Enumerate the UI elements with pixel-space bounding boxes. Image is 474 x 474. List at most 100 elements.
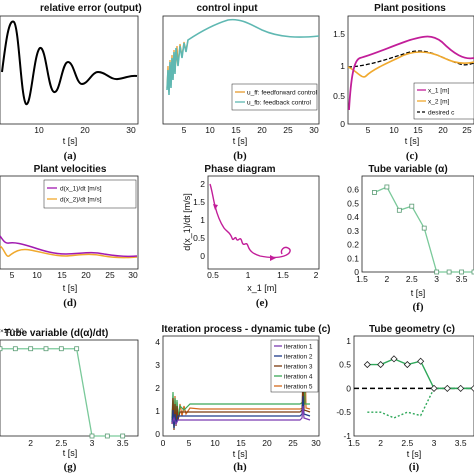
- tube-lower-bound-line: [367, 387, 474, 419]
- legend-entry: d(x_1)/dt [m/s]: [60, 186, 102, 193]
- x1-position-line: [348, 35, 474, 111]
- alpha-rate-series-line: [0, 348, 123, 437]
- tube-data-point: [443, 384, 451, 392]
- alpha-rate-data-point: [104, 433, 110, 439]
- y-tick: 0: [155, 429, 160, 439]
- alpha-data-point: [421, 225, 427, 231]
- trajectory-arrow: [213, 204, 218, 210]
- x-axis-label: t [s]: [63, 136, 78, 146]
- x-tick: 10: [205, 125, 215, 135]
- alpha-rate-data-point: [12, 346, 18, 352]
- x-axis-label: t [s]: [405, 136, 420, 146]
- x-axis-label: t [s]: [63, 283, 78, 293]
- x-tick: 5: [10, 270, 15, 280]
- alpha-data-point: [446, 269, 452, 275]
- x-tick: 0.5: [207, 270, 219, 280]
- x-tick: 3.5: [456, 274, 468, 284]
- x-tick: 25: [105, 270, 115, 280]
- alpha-data-point: [471, 269, 474, 275]
- y-tick: 2: [200, 179, 205, 189]
- x-tick: 30: [309, 125, 319, 135]
- x-axis-label: t [s]: [407, 449, 422, 459]
- x-tick: 2.5: [55, 438, 67, 448]
- legend-entry: iteration 2: [284, 354, 313, 361]
- x-tick: 20: [262, 438, 272, 448]
- x-tick: 25: [283, 125, 293, 135]
- panel-a: relative error (output) 10 20 30 t [s] (…: [0, 3, 142, 162]
- x-tick: 3: [90, 438, 95, 448]
- panel-label: (e): [256, 297, 269, 309]
- legend-entry: x_2 [m]: [428, 99, 450, 106]
- legend-box: [231, 83, 318, 111]
- x-tick: 3.5: [455, 438, 467, 448]
- y-exponent: ×10^-10: [0, 328, 24, 335]
- x-tick: 10: [32, 270, 42, 280]
- y-tick: 0.4: [347, 212, 359, 222]
- legend-entry: iteration 4: [284, 374, 313, 381]
- x-tick: 2: [385, 274, 390, 284]
- legend-box: [270, 339, 319, 393]
- axes-box: [207, 175, 320, 270]
- trajectory-arrow: [270, 255, 276, 261]
- iteration-1-line: [171, 405, 311, 426]
- legend-entry: u_fb: feedback control: [247, 100, 312, 107]
- x-axis-label: x_1 [m]: [247, 283, 277, 293]
- panel-label: (b): [233, 150, 247, 162]
- alpha-data-point: [396, 207, 402, 213]
- legend-entry: iteration 5: [284, 384, 313, 391]
- panel-g: Tube variable (d(α)/dt) ×10^-10 2 2.5 3 3.5…: [0, 328, 139, 473]
- alpha-data-point: [459, 269, 464, 275]
- panel-f: Tube variable (α) 0.6 0.5 0.4 0.3 0.2 0.1 0 1.…: [347, 164, 474, 313]
- panel-label: (c): [406, 150, 419, 162]
- legend-entry: u_ff: feedforward control: [247, 90, 318, 97]
- x1-velocity-line: [0, 235, 138, 258]
- x-tick: 2.5: [401, 438, 413, 448]
- y-tick: 1: [340, 61, 345, 71]
- x-tick: 10: [389, 125, 399, 135]
- legend-entry: iteration 3: [284, 364, 313, 371]
- y-tick: 1.5: [333, 29, 345, 39]
- phase-trajectory: [209, 183, 291, 259]
- x-tick: 3.5: [117, 438, 129, 448]
- x-axis-label: t [s]: [411, 288, 426, 298]
- panel-i: Tube geometry (c) 1 0.5 0 -0.5 -1 1.5 2 2.5 3 3.…: [336, 324, 474, 473]
- y-tick: 0.5: [339, 360, 351, 370]
- alpha-rate-data-point: [43, 346, 49, 352]
- x-tick: 1: [246, 270, 251, 280]
- x-tick: 30: [128, 270, 138, 280]
- x-axis-label: t [s]: [233, 136, 248, 146]
- panel-label: (d): [63, 297, 77, 309]
- y-tick: 0: [346, 383, 351, 393]
- x-tick: 10: [34, 125, 44, 135]
- alpha-rate-data-point: [120, 433, 126, 439]
- panel-label: (f): [413, 301, 424, 313]
- tube-data-point: [417, 357, 425, 365]
- x-tick: 20: [257, 125, 267, 135]
- y-tick: 4: [155, 337, 160, 347]
- relative-error-line: [1, 20, 138, 106]
- y-tick: 0.3: [347, 226, 359, 236]
- y-tick: 0.5: [347, 198, 359, 208]
- axes-box: [0, 339, 139, 437]
- tube-data-point: [363, 361, 371, 369]
- x-tick: 15: [236, 438, 246, 448]
- alpha-data-point: [434, 269, 440, 275]
- panel-h: Iteration process - dynamic tube (c) 4 3…: [155, 324, 330, 473]
- x-tick: 15: [231, 125, 241, 135]
- x-tick: 1.5: [348, 438, 360, 448]
- x-tick: 1.5: [277, 270, 289, 280]
- y-tick: 0.5: [333, 91, 345, 101]
- panel-title: Phase diagram: [204, 164, 275, 175]
- y-tick: 1: [200, 215, 205, 225]
- y-tick: 0.5: [193, 233, 205, 243]
- x-tick: 25: [462, 125, 472, 135]
- panel-label: (g): [64, 461, 77, 473]
- x2-velocity-line: [0, 245, 138, 259]
- axes-box: [0, 15, 139, 125]
- alpha-data-point: [409, 203, 415, 209]
- x-tick: 30: [126, 125, 136, 135]
- alpha-data-point: [372, 190, 377, 195]
- x-tick: 3: [434, 274, 439, 284]
- tube-data-point: [390, 355, 398, 363]
- x-tick: 1.5: [356, 274, 368, 284]
